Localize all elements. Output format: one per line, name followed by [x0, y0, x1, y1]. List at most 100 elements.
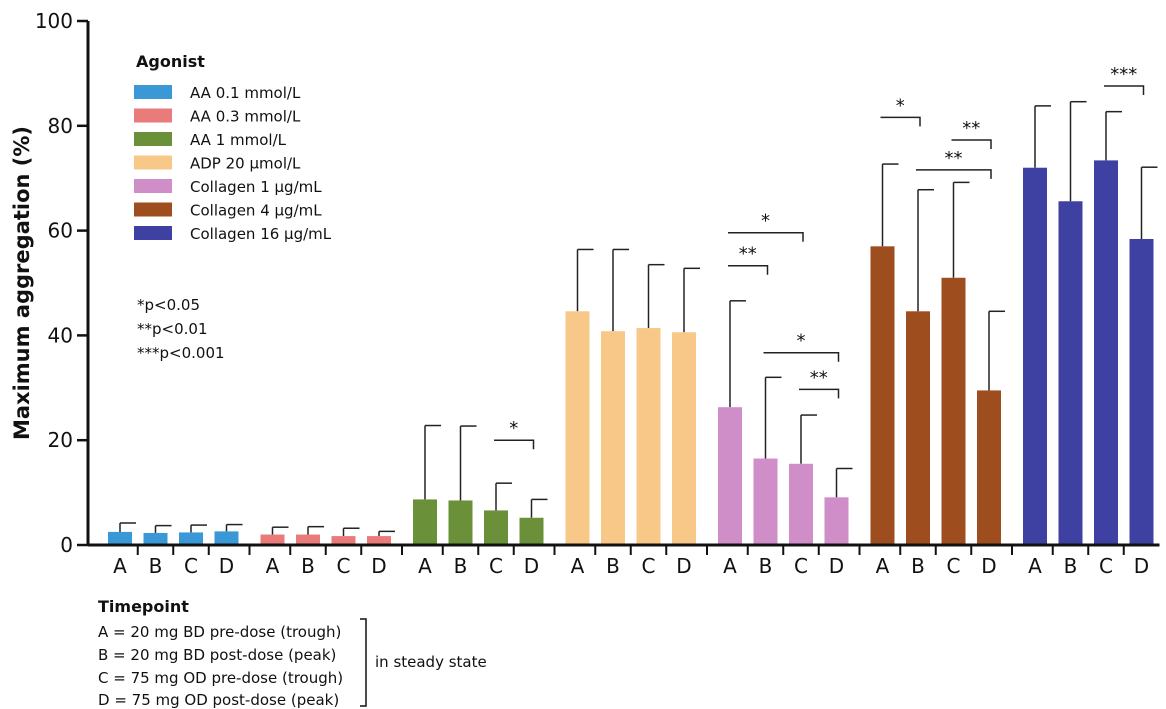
bar [718, 407, 742, 545]
significance-bracket [799, 388, 840, 399]
timepoint-title: Timepoint [98, 597, 189, 616]
significance-bracket [494, 439, 535, 450]
bar [941, 277, 966, 545]
steady-state-bracket [360, 618, 367, 707]
x-tick-label: C [184, 554, 198, 578]
timepoint-legend: Timepoint A = 20 mg BD pre-dose (trough)… [98, 597, 487, 709]
significance-bracket [916, 169, 992, 179]
bar [296, 534, 320, 545]
y-axis: 0 20 40 60 80 100 [35, 9, 90, 557]
y-tick-label: 100 [35, 9, 73, 33]
significance-bracket [728, 264, 769, 275]
bars-layer [108, 100, 1158, 546]
timepoint-line-b: B = 20 mg BD post-dose (peak) [98, 646, 336, 664]
bar [906, 311, 930, 545]
significance-bracket [763, 351, 840, 362]
bar [260, 534, 285, 545]
bar [214, 531, 239, 545]
significance-label: * [896, 95, 905, 116]
y-tick-label: 60 [48, 219, 73, 243]
bar [672, 332, 696, 545]
x-tick-label: C [947, 554, 961, 578]
p-key-3: ***p<0.001 [137, 344, 225, 362]
bar [179, 532, 203, 545]
significance-label: ** [962, 118, 980, 139]
x-tick-label: A [723, 554, 737, 578]
x-tick-label: B [454, 554, 468, 578]
bar [753, 458, 778, 545]
x-tick-label: B [759, 554, 773, 578]
x-tick-label: C [337, 554, 351, 578]
p-key-1: *p<0.05 [137, 296, 200, 314]
x-tick-label: A [418, 554, 432, 578]
x-tick-label: A [876, 554, 890, 578]
x-tick-label: D [219, 554, 234, 578]
significance-label: * [509, 418, 518, 439]
x-tick-label: D [676, 554, 691, 578]
legend-swatch [134, 85, 172, 99]
x-tick-label: C [642, 554, 656, 578]
x-tick-label: B [1064, 554, 1078, 578]
significance-bracket [1104, 85, 1145, 95]
significance-bracket [728, 231, 804, 242]
y-tick-label: 20 [48, 428, 73, 452]
legend-label: ADP 20 µmol/L [190, 155, 301, 173]
p-key-2: **p<0.01 [137, 320, 208, 338]
x-tick-label: D [524, 554, 539, 578]
legend-label: AA 1 mmol/L [190, 131, 287, 149]
x-tick-label: C [1099, 554, 1113, 578]
bar [367, 536, 391, 545]
legend-label: AA 0.3 mmol/L [190, 108, 301, 126]
x-tick-label: C [794, 554, 808, 578]
legend-swatch [134, 132, 172, 146]
x-tick-label: B [149, 554, 163, 578]
y-tick-label: 0 [60, 533, 73, 557]
legend-swatch [134, 155, 172, 170]
x-tick-label: B [301, 554, 315, 578]
x-tick-label: A [113, 554, 127, 578]
x-tick-label: B [911, 554, 925, 578]
x-tick-label: D [1134, 554, 1149, 578]
x-tick-label: B [606, 554, 620, 578]
legend-swatch [134, 179, 172, 193]
timepoint-line-c: C = 75 mg OD pre-dose (trough) [98, 669, 343, 687]
legend-label: AA 0.1 mmol/L [190, 84, 301, 102]
bar [413, 499, 437, 545]
significance-bracket [880, 116, 921, 127]
bar [108, 531, 132, 545]
bar [331, 536, 356, 545]
legend-title: Agonist [136, 52, 205, 71]
legend-swatch [134, 108, 172, 123]
bar [484, 510, 508, 545]
significance-label: * [797, 331, 806, 352]
significance-brackets: *************** [494, 64, 1145, 450]
agonist-legend: Agonist AA 0.1 mmol/L AA 0.3 mmol/L AA 1 m… [134, 52, 332, 243]
legend-label: Collagen 4 µg/mL [190, 202, 322, 220]
x-tick-label: A [571, 554, 585, 578]
bar [1023, 167, 1047, 545]
significance-bracket [951, 139, 992, 149]
x-tick-label: A [1028, 554, 1042, 578]
bar [565, 311, 590, 545]
legend-label: Collagen 1 µg/mL [190, 178, 322, 196]
p-value-key: *p<0.05 **p<0.01 ***p<0.001 [137, 296, 225, 362]
bar [448, 500, 473, 545]
bar [789, 463, 813, 545]
bar [824, 497, 849, 545]
bar [519, 517, 544, 545]
bar [1129, 238, 1154, 545]
bar [636, 328, 661, 545]
x-tick-label: C [489, 554, 503, 578]
y-tick-label: 40 [48, 323, 73, 347]
bar [870, 246, 895, 545]
legend-swatch [134, 226, 172, 240]
significance-label: ** [810, 367, 828, 388]
y-tick-label: 80 [48, 114, 73, 138]
bar [1094, 160, 1118, 545]
legend-label: Collagen 16 µg/mL [190, 225, 332, 243]
timepoint-line-a: A = 20 mg BD pre-dose (trough) [98, 623, 341, 641]
bar [143, 532, 168, 545]
legend-swatch [134, 202, 172, 217]
bar [977, 390, 1001, 545]
